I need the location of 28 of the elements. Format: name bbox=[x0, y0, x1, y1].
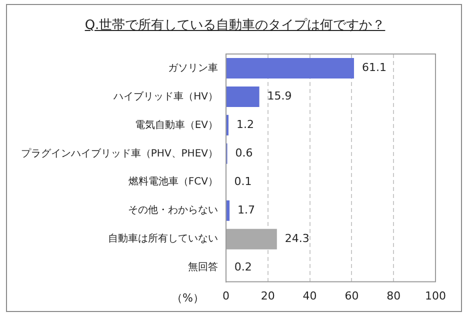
y-tick-label: その他・わからない bbox=[128, 204, 218, 216]
data-label: 1.7 bbox=[238, 203, 256, 216]
bar bbox=[226, 200, 230, 221]
data-label: 15.9 bbox=[267, 90, 292, 103]
bar bbox=[226, 58, 354, 78]
y-tick-label: ガソリン車 bbox=[168, 62, 218, 74]
y-tick-label: ハイブリッド車（HV） bbox=[112, 90, 218, 102]
x-tick-label: 40 bbox=[302, 289, 317, 302]
bar bbox=[226, 228, 277, 250]
x-tick-label: 0 bbox=[222, 289, 230, 302]
data-label: 0.1 bbox=[234, 174, 252, 188]
y-tick-label: 無回答 bbox=[188, 261, 218, 274]
x-axis-title: （%） bbox=[172, 292, 204, 305]
x-tick-label: 100 bbox=[425, 289, 446, 302]
data-label: 61.1 bbox=[362, 61, 387, 74]
data-label: 24.3 bbox=[284, 232, 310, 245]
data-label: 0.2 bbox=[234, 260, 252, 274]
x-tick-label: 60 bbox=[344, 289, 359, 302]
y-tick-label: 電気自動車（EV） bbox=[134, 118, 218, 131]
x-tick-label: 80 bbox=[386, 289, 401, 302]
y-tick-label: 自動車は所有していない bbox=[108, 232, 218, 245]
bar bbox=[226, 86, 260, 107]
chart-title: Q.世帯で所有している自動車のタイプは何ですか？ bbox=[84, 17, 386, 34]
data-label: 0.6 bbox=[235, 146, 253, 160]
x-tick-label: 20 bbox=[260, 289, 275, 302]
data-label: 1.2 bbox=[236, 118, 254, 132]
y-tick-label: 燃料電池車（FCV） bbox=[128, 176, 218, 188]
y-tick-label: プラグインハイブリッド車（PHV、PHEV） bbox=[20, 147, 218, 160]
